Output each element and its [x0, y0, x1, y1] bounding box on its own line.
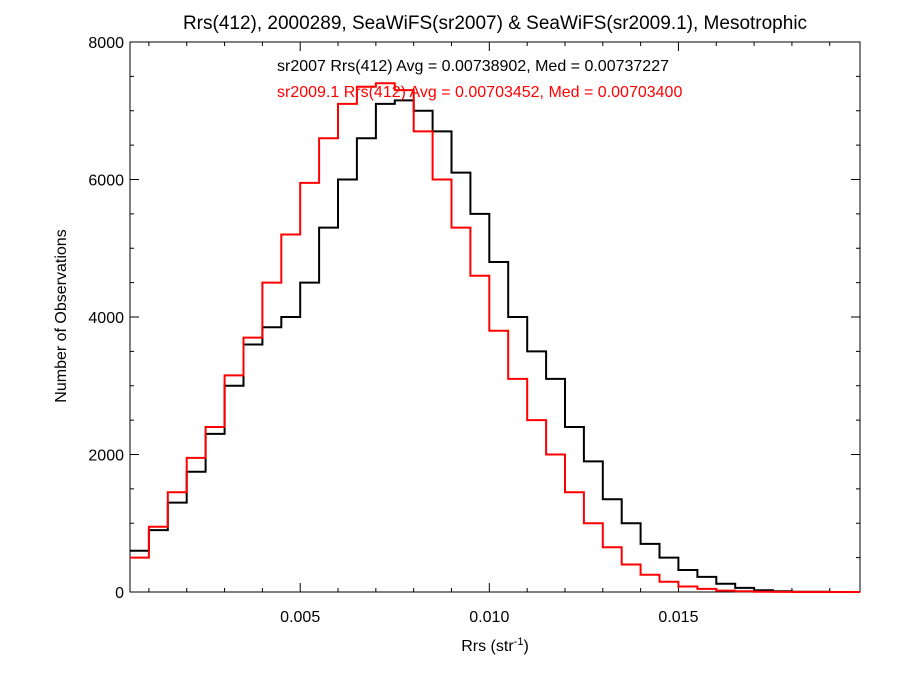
series-layer [130, 82, 860, 593]
x-axis-label-sup: -1 [514, 636, 524, 648]
x-axis-label-close: ) [523, 638, 528, 655]
series-line-sr2009-1 [130, 82, 860, 593]
chart-title: Rrs(412), 2000289, SeaWiFS(sr2007) & Sea… [183, 13, 807, 34]
y-tick-label: 0 [115, 585, 124, 602]
y-axis-label: Number of Observations [53, 229, 70, 402]
y-tick-label: 4000 [88, 310, 124, 327]
x-tick-label: 0.010 [469, 609, 509, 626]
y-axis: 0 2000 4000 6000 8000 [88, 35, 860, 602]
y-tick-label: 2000 [88, 448, 124, 465]
x-tick-label: 0.015 [658, 609, 698, 626]
y-tick-label: 8000 [88, 35, 124, 52]
x-axis: 0.005 0.010 0.015 [148, 42, 831, 626]
plot-frame [129, 41, 861, 593]
y-tick-label: 6000 [88, 173, 124, 190]
annotation-sr2007: sr2007 Rrs(412) Avg = 0.00738902, Med = … [277, 58, 669, 75]
x-tick-label: 0.005 [280, 609, 320, 626]
annotation-sr2009: sr2009.1 Rrs(412) Avg = 0.00703452, Med … [277, 84, 682, 101]
x-axis-label-main: Rrs (str [461, 638, 514, 655]
series-line-sr2007 [130, 99, 860, 593]
x-axis-label: Rrs (str-1) [461, 636, 529, 655]
